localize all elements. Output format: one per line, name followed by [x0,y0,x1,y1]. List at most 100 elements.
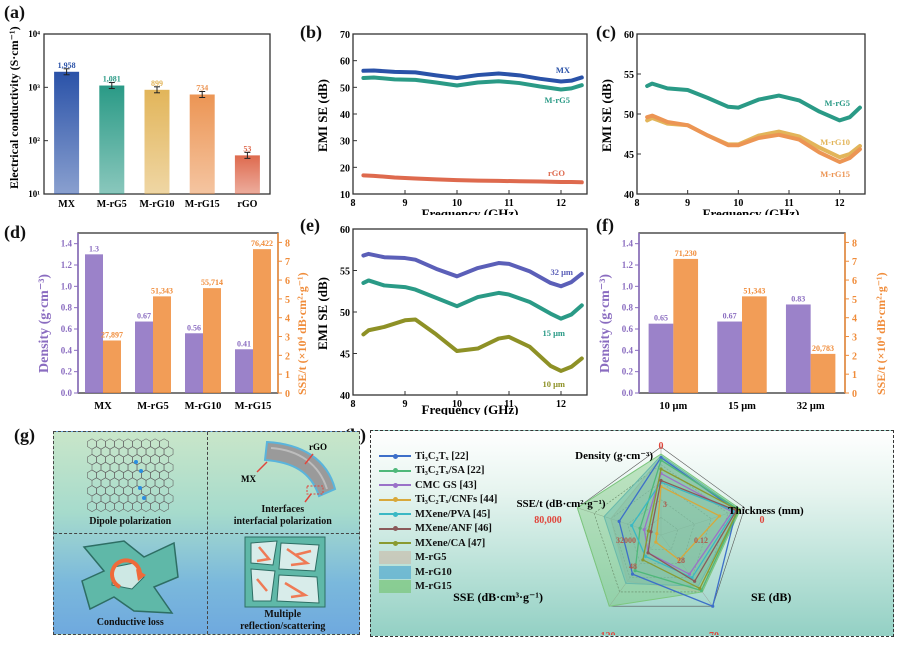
radar-point [641,558,645,562]
x-tick-label: 12 [556,198,566,209]
functional-group-dot [142,496,146,500]
legend-item: MXene/CA [47] [379,536,497,551]
y-tick-label: 50 [340,83,350,94]
value-label: 1,081 [103,75,121,84]
series-line [361,251,584,289]
x-tick-label: 9 [403,399,408,410]
panel-label-a: (a) [4,2,25,22]
y-tick-label: 0.2 [61,367,73,377]
radar-point [646,551,650,555]
y-tick-label-right: 7 [285,257,290,268]
radar-outer-value: 70 [709,631,719,635]
legend-label: CMC GS [43] [415,479,477,491]
y-tick-label: 50 [340,308,350,319]
radar-point [633,568,637,573]
caption-dipole: Dipole polarization [89,516,172,527]
conductive-network-icon [81,540,179,614]
panel-label-g: (g) [14,425,35,445]
legend-item: M-rG10 [379,565,497,580]
legend-item: M-rG15 [379,580,497,595]
y-tick-label: 10 [340,190,350,201]
y-axis-label: Density (g·cm⁻³) [37,274,52,373]
legend-item: Ti₃C₂Tₓ [22] [379,449,497,464]
radar-outer-value: 0 [659,441,664,452]
radar-point [711,604,715,608]
x-tick-label: M-rG5 [137,401,169,412]
value-label-sse-t: 27,897 [101,330,123,339]
series-line [645,81,862,123]
label-rgo: rGO [309,442,327,452]
series-label: 10 μm [542,379,565,389]
y-tick-label: 60 [340,57,350,68]
y-tick-label: 0.4 [61,345,73,355]
bar-density [135,321,153,393]
x-tick-label: 8 [351,399,356,410]
series-line [361,75,584,92]
cell-conductive-loss: Conductive loss [54,533,207,634]
radar-axis-label: SSE/t (dB·cm²·g⁻¹) [516,498,605,510]
legend-line-marker-icon [379,482,411,488]
y-tick-label: 0.6 [61,324,73,334]
radar-point [642,527,646,532]
y-tick-label: 1.4 [622,239,634,249]
functional-group-dot [134,460,138,464]
chart-c-emi-se: 40 45 50 55 60 8 9 10 11 12 M-rG5 M-rG10 M-rG15 Frequ… [599,30,866,215]
caption-interface: Interfaces interfacial polarization [233,504,332,527]
x-tick-label: 12 [556,399,566,410]
legend-line-marker-icon [379,511,411,517]
value-label-sse-t: 76,422 [251,239,273,248]
value-label-sse-t: 51,343 [151,286,173,295]
bar-sse-t [742,296,767,393]
y-tick-label-right: 1 [852,370,857,381]
bar-sse-t [103,340,121,393]
legend-item: MXene/ANF [46] [379,522,497,537]
value-label: 734 [196,83,208,92]
x-axis-label: Frequency (GHz) [422,206,519,215]
series-label: M-rG5 [825,98,851,108]
legend-label: Ti₃C₂Tₓ/CNFs [44] [415,494,498,506]
series-line [361,278,584,321]
radar-point [655,532,659,536]
y-tick-label-right: 6 [285,276,290,287]
chart-d-density-sse: 0.0 0.2 0.4 0.6 0.8 1.0 1.2 1.4 0 1 2 3 4 5 6 7 8 1.3 27,8… [37,232,290,412]
x-tick-label: 10 μm [659,401,687,412]
bar-density [717,321,742,393]
caption-conductive-loss: Conductive loss [96,617,164,628]
y-tick-label: 1.2 [622,260,634,270]
series-line [645,113,862,164]
legend-line-marker-icon [379,497,411,503]
functional-group-dot [138,486,142,490]
radar-area [576,453,742,607]
y-tick-label: 0.8 [622,303,634,313]
radar-point [659,455,663,460]
legend-label: M-rG10 [415,566,452,578]
radar-inner-value: 28 [677,556,685,565]
legend-line-marker-icon [379,540,411,546]
radar-legend: Ti₃C₂Tₓ [22] Ti₃C₂Tₓ/SA [22] CMC GS [43] Ti… [379,449,497,594]
y-tick-label: 0.8 [61,303,73,313]
radar-axis-label: SE (dB) [751,590,791,604]
hexagon [114,500,124,512]
radar-point [649,530,653,534]
y-tick-label: 1.0 [61,281,73,291]
y-tick-label: 45 [624,150,634,161]
radar-point [677,558,681,562]
x-tick-label: 9 [403,198,408,209]
value-label: 899 [151,79,163,88]
radar-line [634,459,740,592]
value-label: 53 [243,144,251,153]
radar-point [659,458,663,462]
value-label-density: 0.56 [187,323,201,332]
value-label: 1,958 [58,61,76,70]
hexagon [123,500,133,512]
x-tick-label: 9 [685,198,690,209]
series-line [361,317,584,373]
radar-point [736,508,740,512]
y-tick-label: 20 [340,163,350,174]
bar [189,94,215,194]
bar-sse-t [203,288,221,393]
y-tick-label-right: 0 [852,389,857,400]
y-tick-label: 0.4 [622,345,634,355]
legend-swatch-icon [379,580,411,594]
y-axis-label: Electrical conductivity (S·cm⁻¹) [7,26,21,189]
